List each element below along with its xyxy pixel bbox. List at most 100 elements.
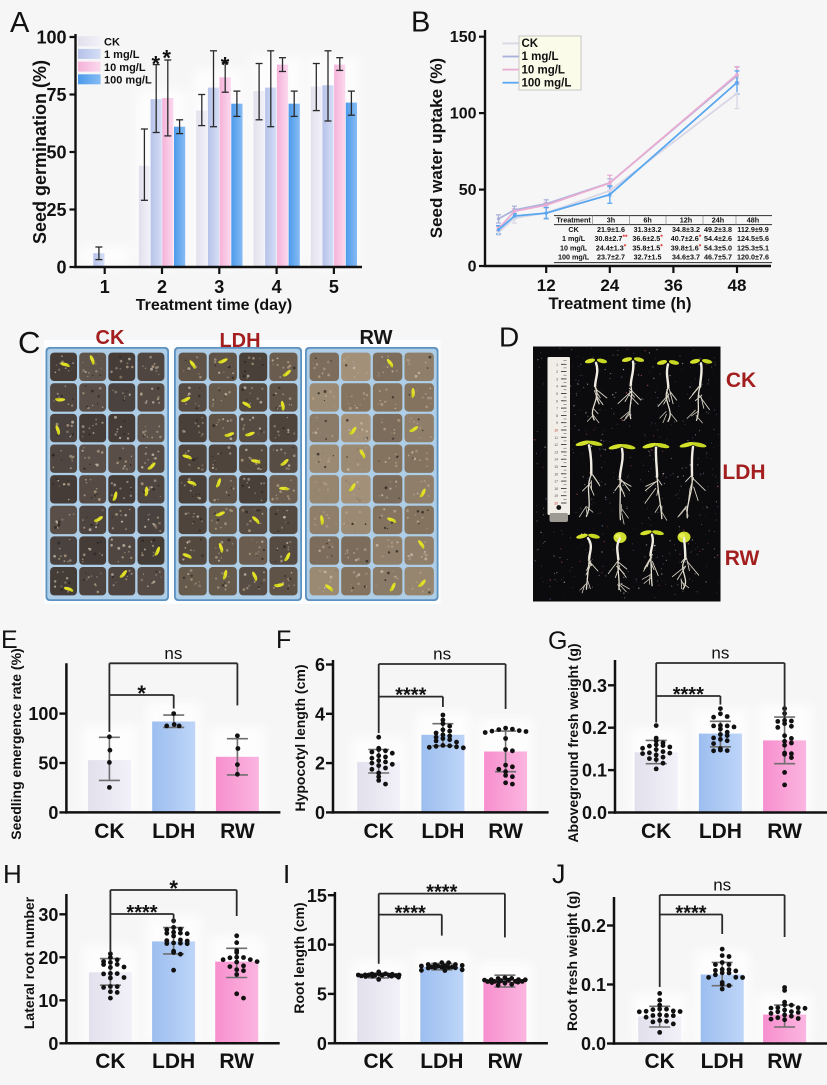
svg-text:16: 16	[554, 472, 558, 476]
svg-text:0: 0	[48, 803, 58, 823]
svg-text:****: ****	[126, 902, 157, 924]
svg-text:10 mg/L: 10 mg/L	[104, 62, 146, 74]
svg-text:E: E	[1, 626, 18, 654]
svg-text:20: 20	[554, 502, 558, 506]
svg-text:18: 18	[554, 487, 558, 491]
svg-text:0: 0	[317, 1034, 327, 1054]
svg-text:1: 1	[100, 277, 110, 297]
svg-text:Treatment: Treatment	[556, 215, 591, 224]
svg-text:17: 17	[554, 480, 558, 484]
svg-text:15: 15	[307, 886, 327, 906]
svg-text:LDH: LDH	[152, 820, 195, 843]
svg-text:49.2±3.8: 49.2±3.8	[704, 225, 732, 234]
svg-text:LDH: LDH	[699, 820, 742, 843]
svg-text:RW: RW	[488, 1050, 523, 1073]
svg-text:G: G	[548, 627, 567, 655]
svg-text:0.3: 0.3	[582, 676, 607, 696]
svg-text:Seed water uptake (%): Seed water uptake (%)	[427, 58, 446, 238]
svg-text:124.5±5.6: 124.5±5.6	[737, 234, 769, 243]
svg-text:50: 50	[459, 182, 477, 199]
svg-text:F: F	[276, 626, 291, 654]
svg-text:H: H	[3, 859, 22, 889]
svg-text:CK: CK	[364, 1050, 394, 1073]
svg-text:LDH: LDH	[219, 330, 260, 352]
svg-text:50: 50	[46, 143, 66, 163]
svg-text:30.8±2.7**: 30.8±2.7**	[595, 234, 628, 243]
svg-text:5: 5	[317, 984, 327, 1004]
svg-text:100 mg/L: 100 mg/L	[558, 253, 590, 262]
svg-text:100 mg/L: 100 mg/L	[522, 77, 572, 89]
svg-text:RW: RW	[767, 1050, 802, 1073]
svg-text:RW: RW	[767, 820, 802, 843]
svg-text:2: 2	[556, 370, 558, 374]
svg-text:CK: CK	[96, 327, 125, 349]
svg-text:RW: RW	[725, 547, 760, 570]
svg-text:RW: RW	[360, 327, 393, 349]
svg-text:120.0±7.6: 120.0±7.6	[737, 253, 769, 262]
svg-text:J: J	[552, 859, 566, 889]
svg-text:39.8±1.6*: 39.8±1.6*	[671, 243, 702, 252]
svg-text:0.1: 0.1	[582, 761, 607, 781]
svg-text:12h: 12h	[680, 215, 692, 224]
svg-text:D: D	[499, 322, 519, 353]
svg-text:0.2: 0.2	[582, 718, 607, 738]
svg-text:Seed germination (%): Seed germination (%)	[30, 60, 50, 244]
svg-text:3h: 3h	[607, 215, 615, 224]
svg-text:54.4±2.6: 54.4±2.6	[704, 234, 732, 243]
svg-text:LDH: LDH	[152, 1050, 195, 1073]
svg-text:112.9±9.9: 112.9±9.9	[737, 225, 769, 234]
svg-text:7: 7	[556, 407, 558, 411]
svg-text:CK: CK	[645, 1050, 675, 1073]
svg-text:Aboveground fresh weight (g): Aboveground fresh weight (g)	[565, 643, 581, 842]
svg-text:*: *	[152, 52, 161, 77]
svg-text:25: 25	[46, 200, 66, 220]
svg-text:24: 24	[600, 276, 619, 295]
svg-text:5: 5	[556, 392, 558, 396]
svg-text:10: 10	[554, 429, 558, 433]
svg-text:100: 100	[28, 704, 58, 724]
svg-text:34.8±3.2: 34.8±3.2	[672, 225, 700, 234]
svg-text:23.7±2.7: 23.7±2.7	[597, 253, 625, 262]
svg-text:2: 2	[157, 277, 167, 297]
svg-text:****: ****	[673, 684, 704, 706]
svg-text:Hypocotyl length (cm): Hypocotyl length (cm)	[292, 664, 308, 811]
svg-text:3: 3	[556, 377, 558, 381]
svg-text:LDH: LDH	[722, 461, 765, 484]
svg-text:1: 1	[556, 363, 558, 367]
svg-text:CK: CK	[726, 369, 756, 392]
svg-text:31.3±3.2: 31.3±3.2	[634, 225, 662, 234]
svg-text:48: 48	[728, 276, 747, 295]
svg-text:54.3±5.0: 54.3±5.0	[704, 243, 732, 252]
svg-text:20: 20	[38, 948, 58, 968]
svg-text:CK: CK	[522, 38, 539, 50]
svg-text:I: I	[283, 859, 290, 889]
svg-text:0: 0	[48, 1034, 58, 1054]
svg-text:32.7±1.5: 32.7±1.5	[634, 253, 662, 262]
svg-text:0.0: 0.0	[581, 1034, 606, 1054]
svg-text:14: 14	[554, 458, 558, 462]
svg-text:150: 150	[450, 29, 477, 46]
svg-text:ns: ns	[164, 644, 182, 663]
svg-text:*: *	[221, 53, 230, 78]
svg-text:125.3±5.1: 125.3±5.1	[737, 243, 769, 252]
svg-text:0.0: 0.0	[582, 803, 607, 823]
svg-text:*: *	[162, 46, 171, 71]
svg-text:1 mg/L: 1 mg/L	[522, 51, 559, 63]
svg-text:10: 10	[38, 991, 58, 1011]
svg-text:ns: ns	[711, 644, 729, 663]
svg-text:6: 6	[556, 399, 558, 403]
svg-text:11: 11	[554, 436, 558, 440]
svg-text:2: 2	[315, 754, 325, 774]
svg-text:*: *	[169, 876, 178, 901]
svg-text:Treatment time (day): Treatment time (day)	[136, 297, 292, 314]
svg-text:CK: CK	[94, 820, 124, 843]
svg-text:RW: RW	[220, 820, 255, 843]
svg-text:CK: CK	[641, 820, 671, 843]
svg-text:****: ****	[675, 903, 706, 925]
svg-text:4: 4	[315, 704, 325, 724]
svg-text:0: 0	[56, 258, 66, 278]
svg-text:10 mg/L: 10 mg/L	[522, 64, 565, 76]
svg-text:RW: RW	[219, 1050, 254, 1073]
svg-text:****: ****	[395, 903, 426, 925]
svg-text:15: 15	[554, 465, 558, 469]
